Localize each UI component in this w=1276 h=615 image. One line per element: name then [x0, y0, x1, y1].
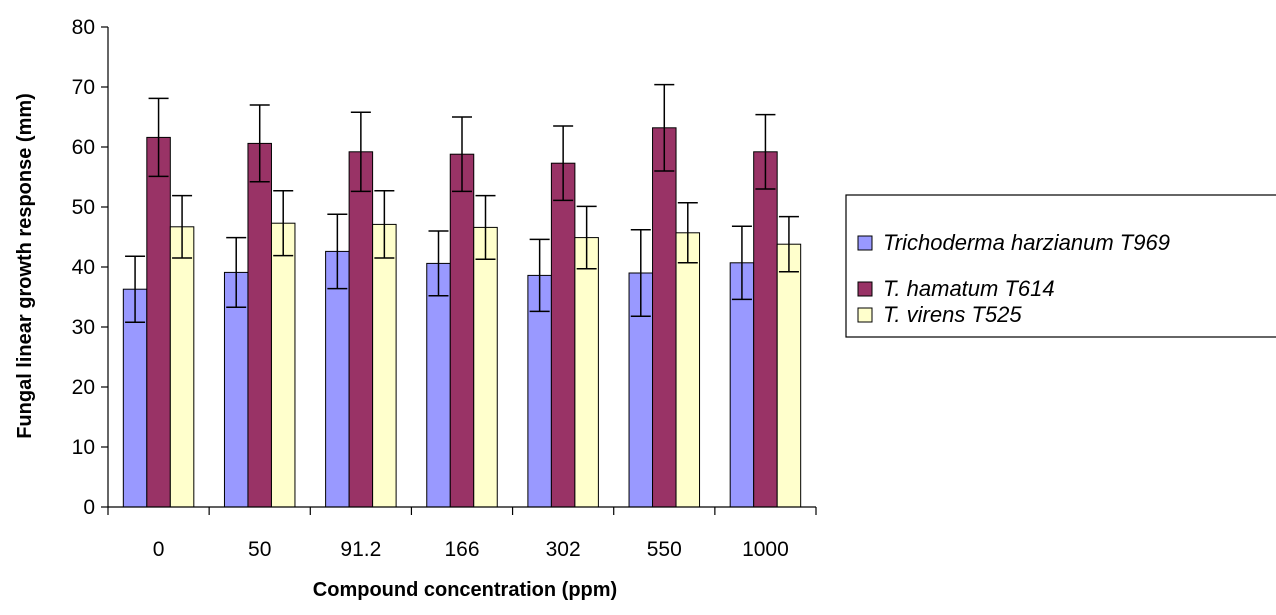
bar-series-1-cat-4	[550, 162, 576, 508]
bar-series-2-cat-6	[776, 243, 802, 508]
axes-layer: 0 10 20 30 40 50 60 70 80 0 50 91.2 166 302 550 1000	[72, 16, 817, 561]
legend-label-harzianum: Trichoderma harzianum T969	[883, 230, 1170, 255]
bar-series-2-cat-5	[675, 232, 701, 508]
bar-series-0-cat-3	[426, 262, 451, 508]
x-tick-label-2: 91.2	[340, 538, 381, 561]
y-tick-label-3: 30	[72, 316, 95, 339]
y-tick-label-4: 40	[72, 256, 95, 279]
y-tick-label-0: 0	[83, 496, 95, 519]
bar-series-0-cat-2	[325, 250, 350, 508]
bar-series-2-cat-0	[169, 226, 195, 508]
bar-series-2-cat-1	[270, 222, 296, 508]
bar-series-2-cat-3	[473, 226, 498, 508]
legend-label-virens: T. virens T525	[883, 302, 1022, 327]
y-tick-label-1: 10	[72, 436, 95, 459]
bar-series-1-cat-1	[247, 142, 272, 508]
x-tick-label-5: 550	[647, 538, 682, 561]
x-tick-label-4: 302	[546, 538, 581, 561]
legend-swatch-hamatum	[857, 281, 873, 297]
legend-label-hamatum: T. hamatum T614	[883, 276, 1055, 301]
legend-swatch-virens	[857, 307, 873, 323]
y-tick-label-2: 20	[72, 376, 95, 399]
x-tick-label-0: 0	[153, 538, 165, 561]
bar-series-2-cat-4	[574, 237, 599, 508]
bar-series-1-cat-0	[146, 136, 171, 508]
x-tick-label-3: 166	[444, 538, 479, 561]
bars-layer	[122, 83, 802, 508]
y-tick-label-8: 80	[72, 16, 95, 39]
y-tick-label-7: 70	[72, 76, 95, 99]
bar-series-1-cat-3	[449, 153, 475, 508]
y-tick-label-6: 60	[72, 136, 95, 159]
y-axis-title: Fungal linear growth response (mm)	[14, 93, 36, 439]
x-tick-label-6: 1000	[742, 538, 789, 561]
x-tick-label-1: 50	[248, 538, 271, 561]
bar-series-1-cat-5	[652, 127, 677, 508]
bar-series-1-cat-6	[753, 151, 778, 508]
legend: Trichoderma harzianum T969 T. hamatum T6…	[845, 194, 1276, 338]
legend-frame	[845, 194, 1276, 338]
x-axis-title: Compound concentration (ppm)	[313, 579, 617, 601]
y-tick-label-5: 50	[72, 196, 95, 219]
legend-swatch-harzianum	[857, 235, 873, 251]
bar-series-2-cat-2	[372, 223, 397, 508]
bar-series-1-cat-2	[348, 151, 374, 508]
